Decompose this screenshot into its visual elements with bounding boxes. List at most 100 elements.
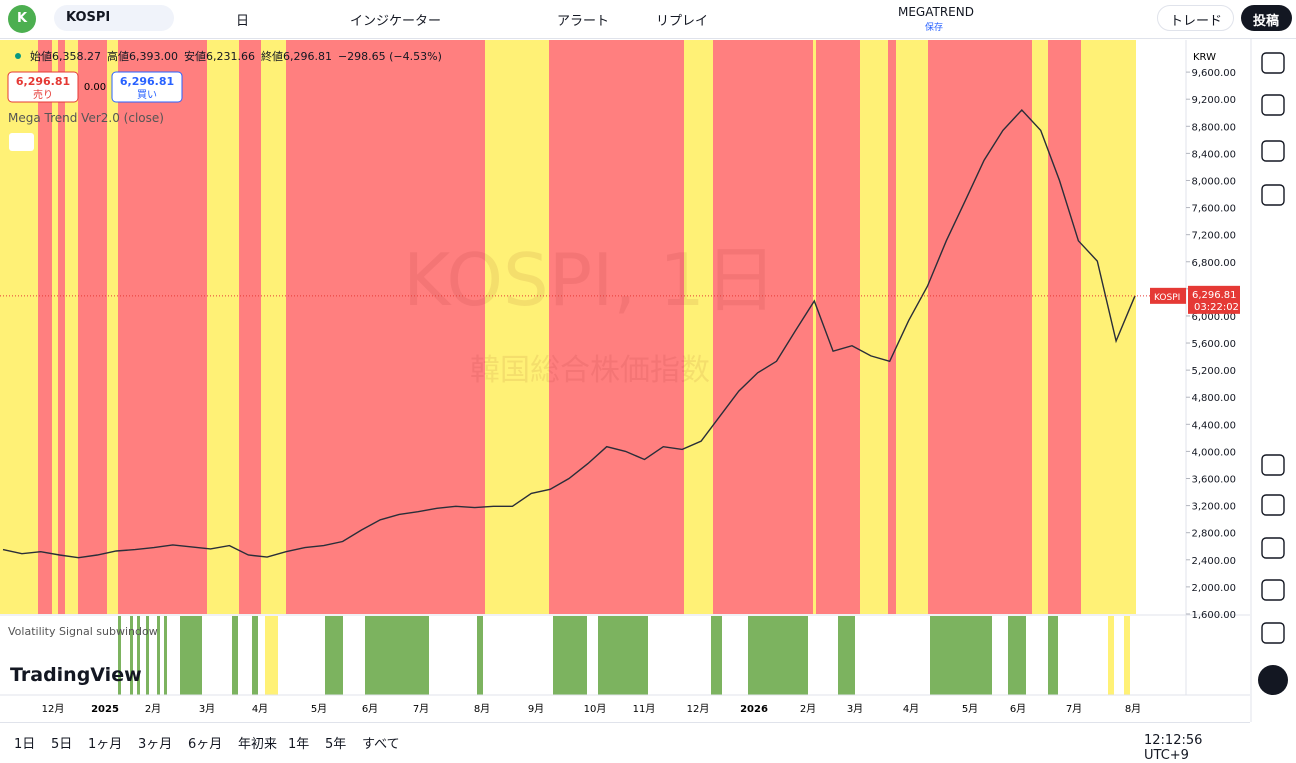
price-tick-label: 5,600.00 <box>1191 339 1236 350</box>
last-symbol: KOSPI <box>1154 293 1180 303</box>
symbol[interactable]: KOSPI <box>66 10 111 25</box>
signal-green <box>598 616 648 695</box>
sidebar-icon <box>1261 622 1285 644</box>
legend: 始値6,358.27 高値6,393.00 安値6,231.66 終値6,296.81… <box>30 49 442 63</box>
status-dot <box>15 53 21 59</box>
sell-label: 売り <box>33 88 53 101</box>
price-tick-label: 3,600.00 <box>1191 475 1236 486</box>
trend-yellow <box>813 40 816 614</box>
countdown: 03:22:02 <box>1194 302 1239 313</box>
sidebar-icon <box>1261 494 1285 516</box>
legend-high-label: 高値 <box>107 49 129 63</box>
signal-green <box>1048 616 1058 695</box>
time-tick-label: 12月 <box>42 703 65 715</box>
time-tick-label: 3月 <box>199 703 215 715</box>
price-tick-label: 4,400.00 <box>1191 420 1236 431</box>
signal-green <box>711 616 722 695</box>
legend-close-label: 終値 <box>261 49 283 63</box>
trend-yellow <box>207 40 239 614</box>
replay[interactable]: リプレイ <box>656 14 709 29</box>
time-tick-label: 8月 <box>1125 703 1141 715</box>
trade-button[interactable] <box>1157 5 1234 31</box>
spread: 0.00 <box>84 82 106 93</box>
price-tick-label: 1,600.00 <box>1191 610 1236 621</box>
signal-green <box>232 616 238 695</box>
top-toolbar: K KOSPI 日 インジケーター アラート リプレイ MEGATREND 保存… <box>0 0 1296 39</box>
trend-yellow <box>1081 40 1136 614</box>
legend-close: 6,296.81 <box>283 50 332 63</box>
legend-high: 6,393.00 <box>129 50 178 63</box>
sell-price: 6,296.81 <box>16 75 70 88</box>
range-button[interactable]: 年初来 <box>238 737 278 752</box>
price-tick-label: 8,400.00 <box>1191 149 1236 160</box>
signal-green <box>838 616 855 695</box>
range-button[interactable]: 1ヶ月 <box>88 737 123 752</box>
time-tick-label: 12月 <box>687 703 710 715</box>
symbol-search[interactable] <box>54 5 174 31</box>
trend-yellow <box>860 40 888 614</box>
signal-green <box>180 616 202 695</box>
interval[interactable]: 日 <box>236 14 250 29</box>
legend-open: 6,358.27 <box>52 50 101 63</box>
signal-green <box>748 616 808 695</box>
signal-green <box>164 616 167 695</box>
subwindow-label: Volatility Signal subwindow <box>8 625 158 638</box>
time-tick-label: 6月 <box>362 703 378 715</box>
time-tick-label: 11月 <box>633 703 656 715</box>
signal-green <box>252 616 258 695</box>
publish-button[interactable] <box>1241 5 1292 31</box>
layout-status: 保存 <box>925 23 944 33</box>
time-tick-label: 3月 <box>847 703 863 715</box>
time-tick-label: 4月 <box>252 703 268 715</box>
price-tick-label: 4,800.00 <box>1191 393 1236 404</box>
signal-green <box>553 616 587 695</box>
range-button[interactable]: 1日 <box>14 737 36 752</box>
trend-yellow <box>896 40 928 614</box>
currency: KRW <box>1193 52 1216 63</box>
indicators[interactable]: インジケーター <box>350 14 442 29</box>
price-line <box>2 108 1136 559</box>
time-tick-label: 8月 <box>474 703 490 715</box>
trend-yellow <box>107 40 118 614</box>
trend-yellow <box>684 40 713 614</box>
trend-yellow <box>0 40 38 614</box>
layout-name[interactable]: MEGATREND <box>898 5 974 19</box>
sidebar-icon <box>1261 52 1285 74</box>
price-tick-label: 5,200.00 <box>1191 366 1236 377</box>
last-price-bg <box>1188 285 1240 314</box>
price-tick-label: 4,000.00 <box>1191 447 1236 458</box>
sidebar-icon <box>1261 140 1285 162</box>
time-tick-label: 7月 <box>413 703 429 715</box>
trade[interactable]: トレード <box>1170 14 1223 29</box>
range-button[interactable]: 3ヶ月 <box>138 737 173 752</box>
alert[interactable]: アラート <box>557 14 610 29</box>
bottom-toolbar: 12:12:56 UTC+9 1日 5日 1ヶ月 3ヶ月 6ヶ月 年初来 1年 5年 すべて <box>0 722 1250 763</box>
watermark-subtitle: 韓国総合株価指数 <box>470 353 710 388</box>
time-tick-label: 9月 <box>528 703 544 715</box>
time-tick-label: 2025 <box>91 704 119 715</box>
signal-yellow <box>265 616 278 695</box>
time-tick-label: 5月 <box>962 703 978 715</box>
time-tick-label: 4月 <box>903 703 919 715</box>
indicator-name: Mega Trend Ver2.0 (close) <box>8 111 164 125</box>
legend-change: −298.65 (−4.53%) <box>338 50 442 63</box>
collapse-button <box>9 133 34 151</box>
signal-green <box>365 616 429 695</box>
time-tick-label: 2026 <box>740 704 768 715</box>
sidebar-icon <box>1261 94 1285 116</box>
range-button[interactable]: 1年 <box>288 737 310 752</box>
price-tick-label: 2,800.00 <box>1191 529 1236 540</box>
signal-green <box>477 616 483 695</box>
signal-green <box>930 616 992 695</box>
trend-yellow <box>1032 40 1048 614</box>
range-button[interactable]: 5日 <box>51 737 73 752</box>
publish[interactable]: 投稿 <box>1253 14 1280 29</box>
price-tick-label: 7,200.00 <box>1191 231 1236 242</box>
last-price: 6,296.81 <box>1192 290 1237 301</box>
signal-green <box>157 616 160 695</box>
avatar[interactable]: K <box>8 5 36 33</box>
range-button[interactable]: 5年 <box>325 737 347 752</box>
range-button[interactable]: 6ヶ月 <box>188 737 223 752</box>
range-button[interactable]: すべて <box>362 737 400 752</box>
